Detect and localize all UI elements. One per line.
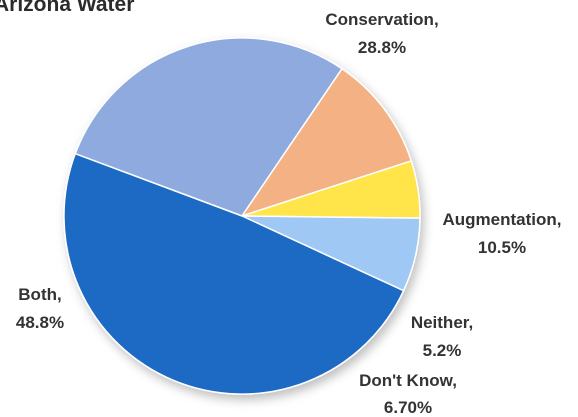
pie-slice-augmentation (240, 67, 413, 218)
slice-label-both: Both, (18, 285, 61, 304)
slice-value-augmentation: 10.5% (478, 238, 526, 257)
pie-slice-conservation (74, 37, 344, 217)
slice-label-augmentation: Augmentation, (443, 210, 562, 229)
slice-label-conservation: Conservation, (325, 10, 438, 29)
slice-label-don-t-know: Don't Know, (359, 371, 457, 390)
slice-value-both: 48.8% (16, 313, 64, 332)
slice-value-conservation: 28.8% (358, 38, 406, 57)
pie-slice-both (63, 152, 405, 395)
slice-label-neither: Neither, (411, 313, 473, 332)
slice-value-don-t-know: 6.70% (384, 398, 432, 417)
slice-value-neither: 5.2% (423, 341, 462, 360)
chart-title: Arizona Water (0, 0, 135, 16)
